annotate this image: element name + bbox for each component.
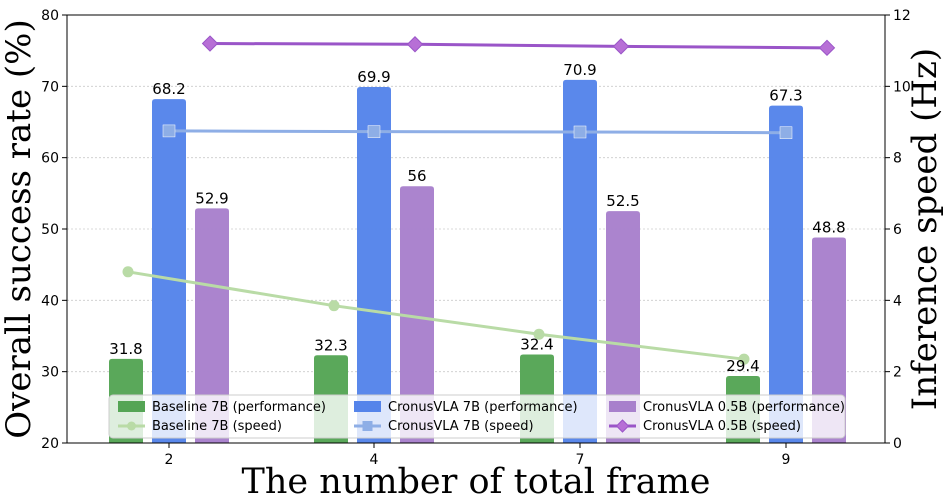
speed-point (818, 39, 836, 57)
speed-line (209, 42, 828, 50)
y-left-tick-label: 20 (41, 436, 59, 452)
speed-point (406, 36, 424, 53)
legend-label: CronusVLA 0.5B (speed) (643, 419, 801, 434)
legend-swatch (354, 401, 381, 412)
bar-value-label: 29.4 (726, 357, 759, 375)
speed-point (162, 124, 176, 138)
y-left-tick-label: 70 (41, 79, 59, 95)
bar (812, 237, 846, 443)
legend-label: Baseline 7B (speed) (152, 419, 282, 434)
speed-point (201, 35, 219, 52)
speed-point (573, 125, 587, 139)
x-tick-label: 7 (576, 452, 585, 468)
y-right-tick-label: 12 (893, 8, 911, 24)
axis-ticks: 20 30 40 50 60 70 80 0 2 4 6 8 10 12 2 4 7 9 (41, 8, 911, 468)
legend-label: CronusVLA 0.5B (performance) (643, 400, 845, 415)
speed-lines (122, 35, 836, 365)
legend-marker (127, 421, 136, 431)
speed-point (738, 353, 750, 365)
legend-marker (615, 419, 630, 433)
y-axis-right-title: Inference speed (Hz) (905, 48, 945, 410)
bar-value-label: 48.8 (812, 219, 845, 237)
bar-value-label: 56 (407, 167, 426, 185)
legend-swatch (609, 401, 636, 412)
legend-marker (362, 421, 373, 431)
y-right-tick-label: 10 (893, 79, 911, 95)
legend-swatch (118, 401, 145, 412)
y-right-tick-label: 2 (893, 365, 902, 381)
y-left-tick-label: 50 (41, 222, 59, 238)
speed-line (127, 270, 745, 361)
bar (606, 211, 640, 443)
bar (563, 79, 597, 443)
x-axis-title: The number of total frame (242, 462, 711, 500)
bar-value-label: 68.2 (152, 80, 185, 98)
speed-point (533, 328, 545, 340)
bar-value-label: 52.9 (195, 189, 228, 207)
bar (357, 87, 391, 444)
y-right-tick-label: 4 (893, 293, 902, 309)
legend-label: CronusVLA 7B (speed) (388, 419, 534, 434)
bar (400, 186, 434, 443)
bar-value-label: 67.3 (769, 87, 802, 105)
speed-point (367, 125, 381, 138)
y-right-tick-label: 8 (893, 151, 902, 167)
y-right-tick-label: 0 (893, 436, 902, 452)
grid-lines (67, 85, 885, 373)
y-right-tick-label: 6 (893, 222, 902, 238)
speed-point (328, 300, 340, 312)
y-left-tick-label: 30 (41, 365, 59, 381)
legend-box (108, 394, 846, 439)
speed-line (168, 129, 787, 135)
y-axis-left-title: Overall success rate (%) (0, 19, 39, 439)
bar-value-label: 70.9 (563, 61, 596, 79)
x-tick-label: 4 (370, 452, 379, 468)
bar-data-labels: 31.8 32.3 32.4 29.4 68.2 69.9 70.9 67.3 52.9 56 52… (109, 61, 845, 375)
bar-value-label: 52.5 (606, 192, 639, 210)
y-left-tick-label: 40 (41, 293, 59, 309)
bar-value-label: 31.8 (109, 340, 142, 358)
bar (769, 105, 803, 444)
legend-label: CronusVLA 7B (performance) (388, 400, 578, 415)
y-left-tick-label: 80 (41, 8, 59, 24)
bar-value-label: 69.9 (357, 68, 390, 86)
bars (109, 79, 846, 444)
speed-point (779, 126, 793, 139)
x-tick-label: 9 (782, 452, 791, 468)
bar (195, 208, 229, 443)
legend: Baseline 7B (performance) CronusVLA 7B (p… (108, 394, 846, 439)
bar-value-label: 32.4 (520, 336, 553, 354)
speed-point (612, 38, 630, 55)
speed-point (122, 266, 134, 278)
y-left-tick-label: 60 (41, 151, 59, 167)
bar-value-label: 32.3 (314, 336, 347, 354)
legend-label: Baseline 7B (performance) (152, 400, 326, 415)
x-tick-label: 2 (165, 452, 174, 468)
bar (152, 99, 186, 443)
